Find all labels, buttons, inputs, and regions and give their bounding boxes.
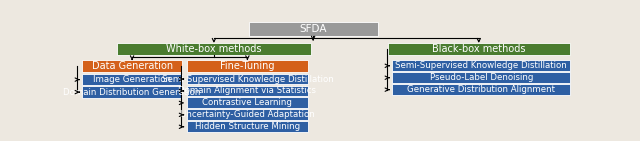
Text: Data Generation: Data Generation xyxy=(92,61,173,71)
FancyBboxPatch shape xyxy=(83,74,182,85)
Text: Contrastive Learning: Contrastive Learning xyxy=(202,98,292,107)
Text: Semi-Supervised Knowledge Distillation: Semi-Supervised Knowledge Distillation xyxy=(161,75,333,83)
FancyBboxPatch shape xyxy=(249,22,378,37)
Text: Black-box methods: Black-box methods xyxy=(432,44,525,54)
FancyBboxPatch shape xyxy=(187,86,308,96)
Text: Image Generation: Image Generation xyxy=(93,75,171,84)
FancyBboxPatch shape xyxy=(83,86,182,98)
Text: White-box methods: White-box methods xyxy=(166,44,262,54)
FancyBboxPatch shape xyxy=(392,72,570,83)
Text: Pseudo-Label Denoising: Pseudo-Label Denoising xyxy=(429,73,533,82)
FancyBboxPatch shape xyxy=(187,121,308,132)
Text: Semi-Supervised Knowledge Distillation: Semi-Supervised Knowledge Distillation xyxy=(396,61,567,70)
Text: Domain Alignment via Statistics: Domain Alignment via Statistics xyxy=(179,86,316,95)
Text: SFDA: SFDA xyxy=(300,24,327,34)
Text: Fine-Tuning: Fine-Tuning xyxy=(220,61,275,71)
FancyBboxPatch shape xyxy=(187,97,308,108)
FancyBboxPatch shape xyxy=(187,109,308,120)
FancyBboxPatch shape xyxy=(117,43,310,55)
FancyBboxPatch shape xyxy=(392,60,570,71)
Text: Generative Distribution Alignment: Generative Distribution Alignment xyxy=(407,85,556,94)
Text: Hidden Structure Mining: Hidden Structure Mining xyxy=(195,122,300,131)
FancyBboxPatch shape xyxy=(83,60,182,72)
Text: Uncertainty-Guided Adaptation: Uncertainty-Guided Adaptation xyxy=(180,110,315,119)
Text: Domain Distribution Generation: Domain Distribution Generation xyxy=(63,88,201,97)
FancyBboxPatch shape xyxy=(187,60,308,72)
FancyBboxPatch shape xyxy=(187,74,308,84)
FancyBboxPatch shape xyxy=(392,84,570,95)
FancyBboxPatch shape xyxy=(388,43,570,55)
